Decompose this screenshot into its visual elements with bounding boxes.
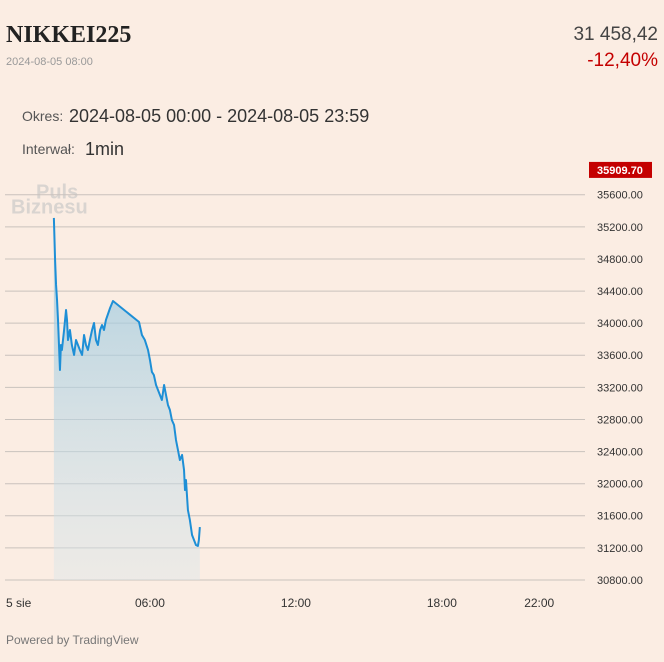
y-tick-label: 31600.00 bbox=[597, 511, 643, 523]
change: -12,40% bbox=[587, 50, 658, 71]
y-tick-label: 34800.00 bbox=[597, 254, 643, 266]
x-tick-label: 5 sie bbox=[6, 596, 32, 610]
interval-value: 1min bbox=[85, 139, 125, 159]
line bbox=[52, 217, 201, 547]
watermark: Puls bbox=[36, 181, 78, 203]
datetime: 2024-08-05 08:00 bbox=[6, 56, 93, 68]
x-tick-label: 06:00 bbox=[135, 596, 165, 610]
title: NIKKEI225 bbox=[6, 22, 132, 48]
period-value: 2024-08-05 00:00 - 2024-08-05 23:59 bbox=[69, 106, 370, 126]
y-tick-label: 33200.00 bbox=[597, 382, 643, 394]
watermark: Biznesu bbox=[11, 196, 88, 218]
price-marker bbox=[589, 161, 652, 178]
y-tick-label: 34000.00 bbox=[597, 318, 643, 330]
y-tick-label: 31200.00 bbox=[597, 543, 643, 555]
x-tick-label: 18:00 bbox=[427, 596, 457, 610]
x-tick-label: 12:00 bbox=[281, 596, 311, 610]
area bbox=[53, 217, 200, 580]
interval-label: Interwał: bbox=[22, 141, 75, 157]
price-marker-label: 35909.70 bbox=[597, 165, 643, 177]
y-tick-label: 32000.00 bbox=[597, 479, 643, 491]
y-tick-label: 30800.00 bbox=[597, 575, 643, 587]
y-tick-label: 32800.00 bbox=[597, 414, 643, 426]
x-tick-label: 22:00 bbox=[524, 596, 554, 610]
y-tick-label: 34400.00 bbox=[597, 286, 643, 298]
y-tick-label: 35200.00 bbox=[597, 222, 643, 234]
price: 31 458,42 bbox=[573, 24, 658, 45]
y-tick-label: 33600.00 bbox=[597, 350, 643, 362]
y-tick-label: 32400.00 bbox=[597, 446, 643, 458]
period-label: Okres: bbox=[22, 108, 64, 124]
y-tick-label: 35600.00 bbox=[597, 190, 643, 202]
footer: Powered by TradingView bbox=[6, 633, 139, 647]
